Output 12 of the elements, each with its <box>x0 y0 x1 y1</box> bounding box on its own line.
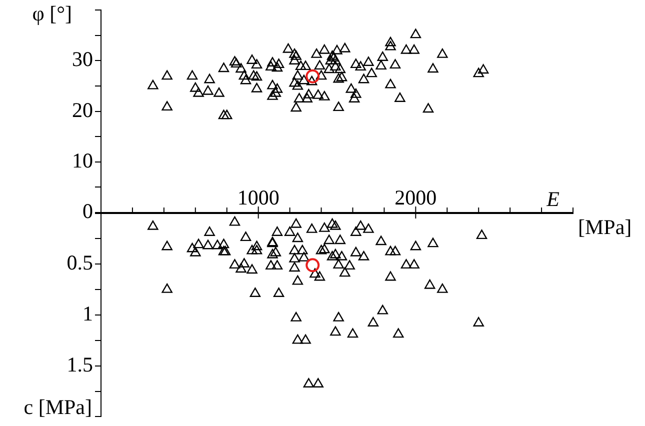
y-tick-label: 1.5 <box>66 352 93 376</box>
y-axis-title: φ [°] <box>32 2 72 26</box>
y-tick-label: 20 <box>72 98 93 122</box>
y-tick-label: 0 <box>82 199 93 224</box>
y-tick-label: 30 <box>72 47 93 72</box>
y-tick-label: 1 <box>82 302 93 326</box>
x-tick-label: 2000 <box>394 186 437 210</box>
x-tick-label: 1000 <box>237 186 280 210</box>
y-tick-label: 0.5 <box>66 250 93 275</box>
x-axis-title: E [MPa] <box>546 187 632 240</box>
y-axis-title: c [MPa] <box>24 395 92 420</box>
y-tick-label: 10 <box>72 148 93 172</box>
